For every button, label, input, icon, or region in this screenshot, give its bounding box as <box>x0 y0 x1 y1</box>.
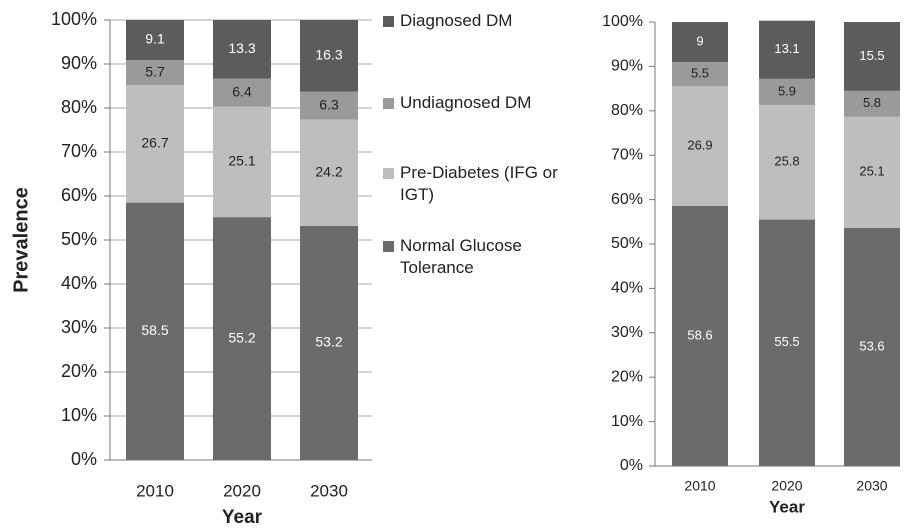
data-label: 26.7 <box>141 135 168 151</box>
bar-segment <box>300 119 358 226</box>
y-tick-label: 70% <box>611 146 643 163</box>
legend-label: Undiagnosed DM <box>400 93 532 112</box>
legend-label: Diagnosed DM <box>400 11 513 30</box>
x-tick-label: 2020 <box>223 481 261 500</box>
bar-segment <box>126 202 184 460</box>
y-tick-label: 100% <box>51 9 97 29</box>
y-tick-label: 0% <box>620 457 643 474</box>
data-label: 55.2 <box>228 329 255 345</box>
bar-segment <box>213 106 271 218</box>
y-tick-label: 80% <box>611 102 643 119</box>
data-label: 13.3 <box>228 40 255 56</box>
bar-segment <box>759 78 815 106</box>
y-tick-label: 40% <box>611 280 643 297</box>
y-tick-label: 50% <box>611 235 643 252</box>
data-label: 25.1 <box>228 153 255 169</box>
y-tick-label: 50% <box>61 229 97 249</box>
bar-segment <box>672 86 728 206</box>
legend-swatch <box>383 168 394 179</box>
bar-segment <box>126 85 184 203</box>
bar-segment <box>213 78 271 107</box>
x-axis-title: Year <box>769 497 805 516</box>
bar-segment <box>126 20 184 61</box>
data-label: 58.6 <box>687 327 712 342</box>
data-label: 55.5 <box>774 334 799 349</box>
data-label: 26.9 <box>687 138 712 153</box>
y-tick-label: 10% <box>61 405 97 425</box>
bar-segment <box>759 105 815 220</box>
data-label: 5.7 <box>145 63 165 79</box>
bar-segment <box>759 20 815 79</box>
data-label: 13.1 <box>774 41 799 56</box>
data-label: 25.1 <box>859 164 884 179</box>
y-tick-label: 30% <box>61 317 97 337</box>
bar-segment <box>844 22 900 91</box>
data-label: 9.1 <box>145 31 165 47</box>
bar-segment <box>126 60 184 86</box>
y-tick-label: 60% <box>61 185 97 205</box>
data-label: 25.8 <box>774 154 799 169</box>
y-tick-label: 20% <box>611 368 643 385</box>
x-tick-label: 2010 <box>136 481 174 500</box>
bar-segment <box>844 116 900 229</box>
bar-segment <box>300 225 358 460</box>
legend-swatch <box>383 241 394 252</box>
legend-swatch <box>383 16 394 27</box>
x-tick-label: 2010 <box>684 478 715 494</box>
y-tick-label: 60% <box>611 191 643 208</box>
y-axis-title: Prevalence <box>10 187 32 293</box>
legend-item: Pre-Diabetes (IFG or IGT) <box>383 162 583 206</box>
data-label: 16.3 <box>315 47 342 63</box>
data-label: 6.3 <box>319 96 339 112</box>
x-tick-label: 2030 <box>310 481 348 500</box>
bar-segment <box>300 20 358 92</box>
legend-label: Pre-Diabetes (IFG or IGT) <box>400 163 558 204</box>
data-label: 5.9 <box>778 83 796 98</box>
y-tick-label: 0% <box>71 449 97 469</box>
data-label: 15.5 <box>859 48 884 63</box>
y-tick-label: 90% <box>611 58 643 75</box>
bar-segment <box>300 91 358 120</box>
data-label: 58.5 <box>141 322 168 338</box>
y-tick-label: 10% <box>611 413 643 430</box>
bar-segment <box>672 61 728 87</box>
bar-segment <box>672 205 728 467</box>
bar-segment <box>844 228 900 466</box>
legend-item: Normal Glucose Tolerance <box>383 235 583 279</box>
bar-segment <box>213 217 271 460</box>
y-tick-label: 30% <box>611 324 643 341</box>
legend-swatch <box>383 98 394 109</box>
bar-segment <box>213 20 271 79</box>
x-tick-label: 2030 <box>856 478 887 494</box>
legend-item: Diagnosed DM <box>383 10 583 32</box>
bar-segment <box>844 90 900 117</box>
data-label: 24.2 <box>315 163 342 179</box>
data-label: 53.2 <box>315 334 342 350</box>
data-label: 5.5 <box>691 66 709 81</box>
data-label: 6.4 <box>232 83 252 99</box>
x-tick-label: 2020 <box>771 478 802 494</box>
data-label: 5.8 <box>863 95 881 110</box>
data-label: 9 <box>696 33 703 48</box>
y-tick-label: 80% <box>61 97 97 117</box>
legend-label: Normal Glucose Tolerance <box>400 236 522 277</box>
bar-segment <box>759 219 815 466</box>
x-axis-title: Year <box>222 507 263 528</box>
legend-item: Undiagnosed DM <box>383 92 583 114</box>
bar-segment <box>672 22 728 62</box>
y-tick-label: 90% <box>61 53 97 73</box>
y-tick-label: 70% <box>61 141 97 161</box>
y-tick-label: 40% <box>61 273 97 293</box>
y-tick-label: 20% <box>61 361 97 381</box>
data-label: 53.6 <box>859 338 884 353</box>
y-tick-label: 100% <box>602 13 643 30</box>
